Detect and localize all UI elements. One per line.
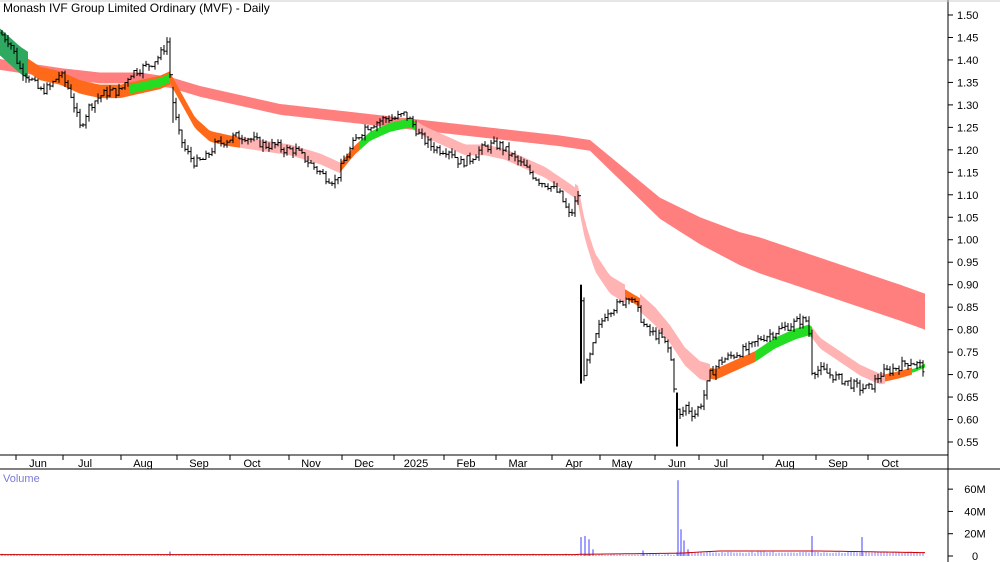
y-tick-label: 1.40 [957, 55, 978, 67]
slow-ma-band [0, 59, 925, 330]
y-tick-label: 1.00 [957, 235, 978, 247]
volume-tick-label: 40M [964, 506, 985, 518]
y-tick-label: 0.55 [957, 437, 978, 449]
volume-tick-label: 60M [964, 484, 985, 496]
y-tick-label: 0.85 [957, 302, 978, 314]
x-tick-label: Sep [828, 458, 848, 470]
fast-ma-band-segment [640, 293, 710, 383]
y-tick-label: 1.25 [957, 122, 978, 134]
x-tick-label: Aug [775, 458, 795, 470]
volume-title: Volume [3, 473, 40, 485]
y-tick-label: 1.20 [957, 145, 978, 157]
x-axis-ticks: Jun Jul Aug Sep Oct Nov Dec 2025 Feb Mar Apr May Jun… [15, 455, 899, 470]
volume-panel: 60M 40M 20M 0 [0, 480, 986, 562]
fast-ma-band-segment [130, 73, 170, 94]
x-tick-label: Nov [301, 458, 321, 470]
y-tick-label: 0.75 [957, 347, 978, 359]
x-tick-label: 2025 [404, 458, 428, 470]
y-tick-label: 1.45 [957, 32, 978, 44]
y-tick-label: 1.50 [957, 10, 978, 22]
fast-ma-band-segment [755, 324, 812, 362]
y-tick-label: 1.35 [957, 77, 978, 89]
price-bars [0, 29, 925, 447]
volume-average-line [0, 550, 926, 556]
y-tick-label: 1.05 [957, 212, 978, 224]
volume-tick-label: 0 [972, 551, 978, 562]
fast-ma-band-segment [575, 183, 625, 303]
x-tick-label: Jun [668, 458, 686, 470]
x-tick-label: Oct [881, 458, 898, 470]
fast-ma-band-segment [912, 363, 925, 373]
x-tick-label: Aug [133, 458, 153, 470]
y-tick-label: 1.30 [957, 100, 978, 112]
x-tick-label: Mar [509, 458, 528, 470]
y-tick-label: 0.95 [957, 257, 978, 269]
x-tick-label: Jul [714, 458, 728, 470]
y-tick-label: 0.90 [957, 280, 978, 292]
y-tick-label: 0.80 [957, 325, 978, 337]
y-tick-label: 0.65 [957, 392, 978, 404]
fast-ma-band-segment [360, 118, 415, 150]
x-tick-label: Jul [78, 458, 92, 470]
x-tick-label: Oct [243, 458, 260, 470]
moving-average-bands [0, 28, 925, 385]
y-tick-label: 1.15 [957, 167, 978, 179]
y-axis-ticks: 1.50 1.45 1.40 1.35 1.30 1.25 1.20 1.15 1.10 1.05… [948, 10, 978, 449]
x-tick-label: Feb [457, 458, 476, 470]
x-tick-label: Sep [189, 458, 209, 470]
y-tick-label: 0.70 [957, 370, 978, 382]
x-tick-label: May [612, 458, 633, 470]
x-tick-label: Jun [29, 458, 47, 470]
x-tick-label: Apr [565, 458, 582, 470]
volume-tick-label: 20M [964, 529, 985, 541]
fast-ma-band-segment [710, 351, 755, 380]
fast-ma-band-segment [240, 136, 340, 174]
y-tick-label: 1.10 [957, 190, 978, 202]
chart-title: Monash IVF Group Limited Ordinary (MVF) … [3, 1, 270, 15]
y-tick-label: 0.60 [957, 415, 978, 427]
x-tick-label: Dec [354, 458, 374, 470]
fast-ma-band-segment [812, 326, 885, 385]
